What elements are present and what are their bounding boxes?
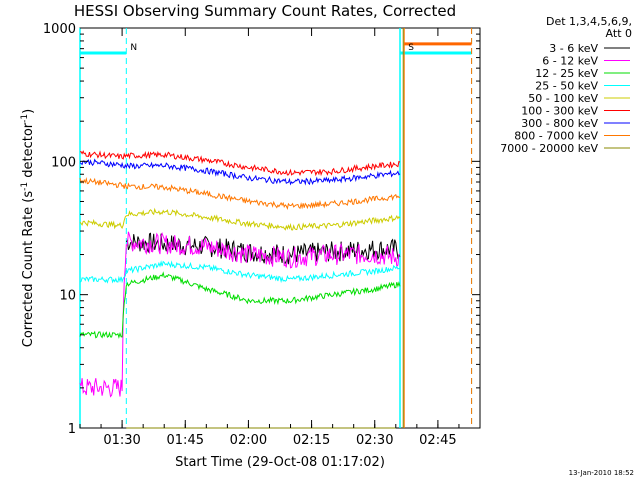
y-tick-label-0: 1 <box>68 422 76 437</box>
series-2 <box>79 271 401 339</box>
detectors-line1: Det 1,3,4,5,6,9, <box>546 15 632 28</box>
y-tick-label-2: 100 <box>51 155 76 170</box>
legend-label-5: 100 - 300 keV <box>521 105 598 118</box>
x-tick-label-4: 02:30 <box>356 433 393 448</box>
legend-label-3: 25 - 50 keV <box>535 80 598 93</box>
series-5 <box>80 150 401 177</box>
y-tick-label-1: 10 <box>59 289 76 304</box>
detectors-line2: Att 0 <box>606 27 632 40</box>
legend-label-7: 800 - 7000 keV <box>514 130 598 143</box>
x-tick-label-3: 02:15 <box>293 433 330 448</box>
series-7 <box>79 177 401 210</box>
legend-label-4: 50 - 100 keV <box>528 92 598 105</box>
legend-label-1: 6 - 12 keV <box>542 55 598 68</box>
y-axis: 1 10 100 1000 <box>43 22 480 437</box>
series-3 <box>79 260 401 284</box>
series-6 <box>79 158 401 186</box>
annotation-s: S <box>408 43 414 53</box>
series-layer <box>79 150 401 429</box>
legend-label-0: 3 - 6 keV <box>549 42 598 55</box>
x-tick-label-5: 02:45 <box>419 433 456 448</box>
y-axis-label: Corrected Count Rate (s-1 detector-1) <box>20 109 36 347</box>
footer-date: 13-Jan-2010 18:52 <box>569 469 634 477</box>
chart-title: HESSI Observing Summary Count Rates, Cor… <box>74 2 456 20</box>
series-4 <box>79 207 401 231</box>
annotation-n: N <box>130 43 137 53</box>
x-tick-label-0: 01:30 <box>103 433 140 448</box>
x-tick-label-2: 02:00 <box>230 433 267 448</box>
x-tick-label-1: 01:45 <box>167 433 204 448</box>
x-axis: 01:30 01:45 02:00 02:15 02:30 02:45 <box>79 28 481 448</box>
series-0 <box>125 232 401 265</box>
legend-label-8: 7000 - 20000 keV <box>500 142 598 155</box>
legend-label-6: 300 - 800 keV <box>521 117 598 130</box>
y-tick-label-3: 1000 <box>43 22 76 37</box>
series-1 <box>79 231 401 398</box>
legend-label-2: 12 - 25 keV <box>535 67 598 80</box>
x-axis-label: Start Time (29-Oct-08 01:17:02) <box>175 455 385 470</box>
plot-area <box>79 27 481 429</box>
